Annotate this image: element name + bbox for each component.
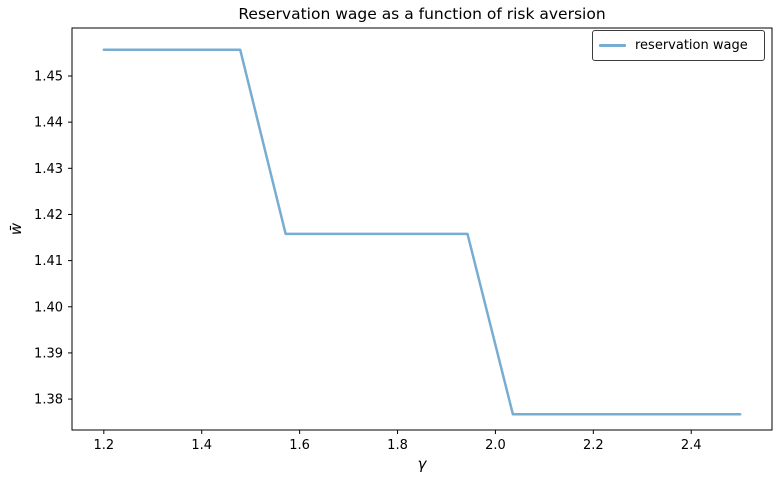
y-tick-label: 1.41 — [34, 254, 63, 269]
axes-spines — [71, 27, 773, 431]
x-tick-label: 1.8 — [387, 438, 408, 453]
y-tick-label: 1.42 — [34, 208, 63, 223]
legend-label: reservation wage — [635, 38, 748, 53]
y-tick-label: 1.39 — [34, 346, 63, 361]
x-tick-label: 2.2 — [583, 438, 604, 453]
x-tick-label: 1.4 — [191, 438, 212, 453]
x-tick-label: 2.0 — [485, 438, 506, 453]
y-axis-label: w̄ — [7, 222, 25, 236]
y-tick-label: 1.40 — [34, 300, 63, 315]
y-tick-label: 1.38 — [34, 393, 63, 408]
x-tick-label: 1.6 — [289, 438, 310, 453]
legend: reservation wage — [592, 30, 765, 61]
y-tick-label: 1.43 — [34, 162, 63, 177]
x-axis-label: γ — [417, 455, 427, 473]
x-tick-label: 1.2 — [93, 438, 114, 453]
x-tick-label: 2.4 — [681, 438, 702, 453]
y-tick-label: 1.44 — [34, 116, 63, 131]
series-line — [102, 48, 742, 416]
y-tick-label: 1.45 — [34, 70, 63, 85]
chart-title: Reservation wage as a function of risk a… — [238, 5, 606, 23]
legend-line-sample — [599, 44, 626, 47]
